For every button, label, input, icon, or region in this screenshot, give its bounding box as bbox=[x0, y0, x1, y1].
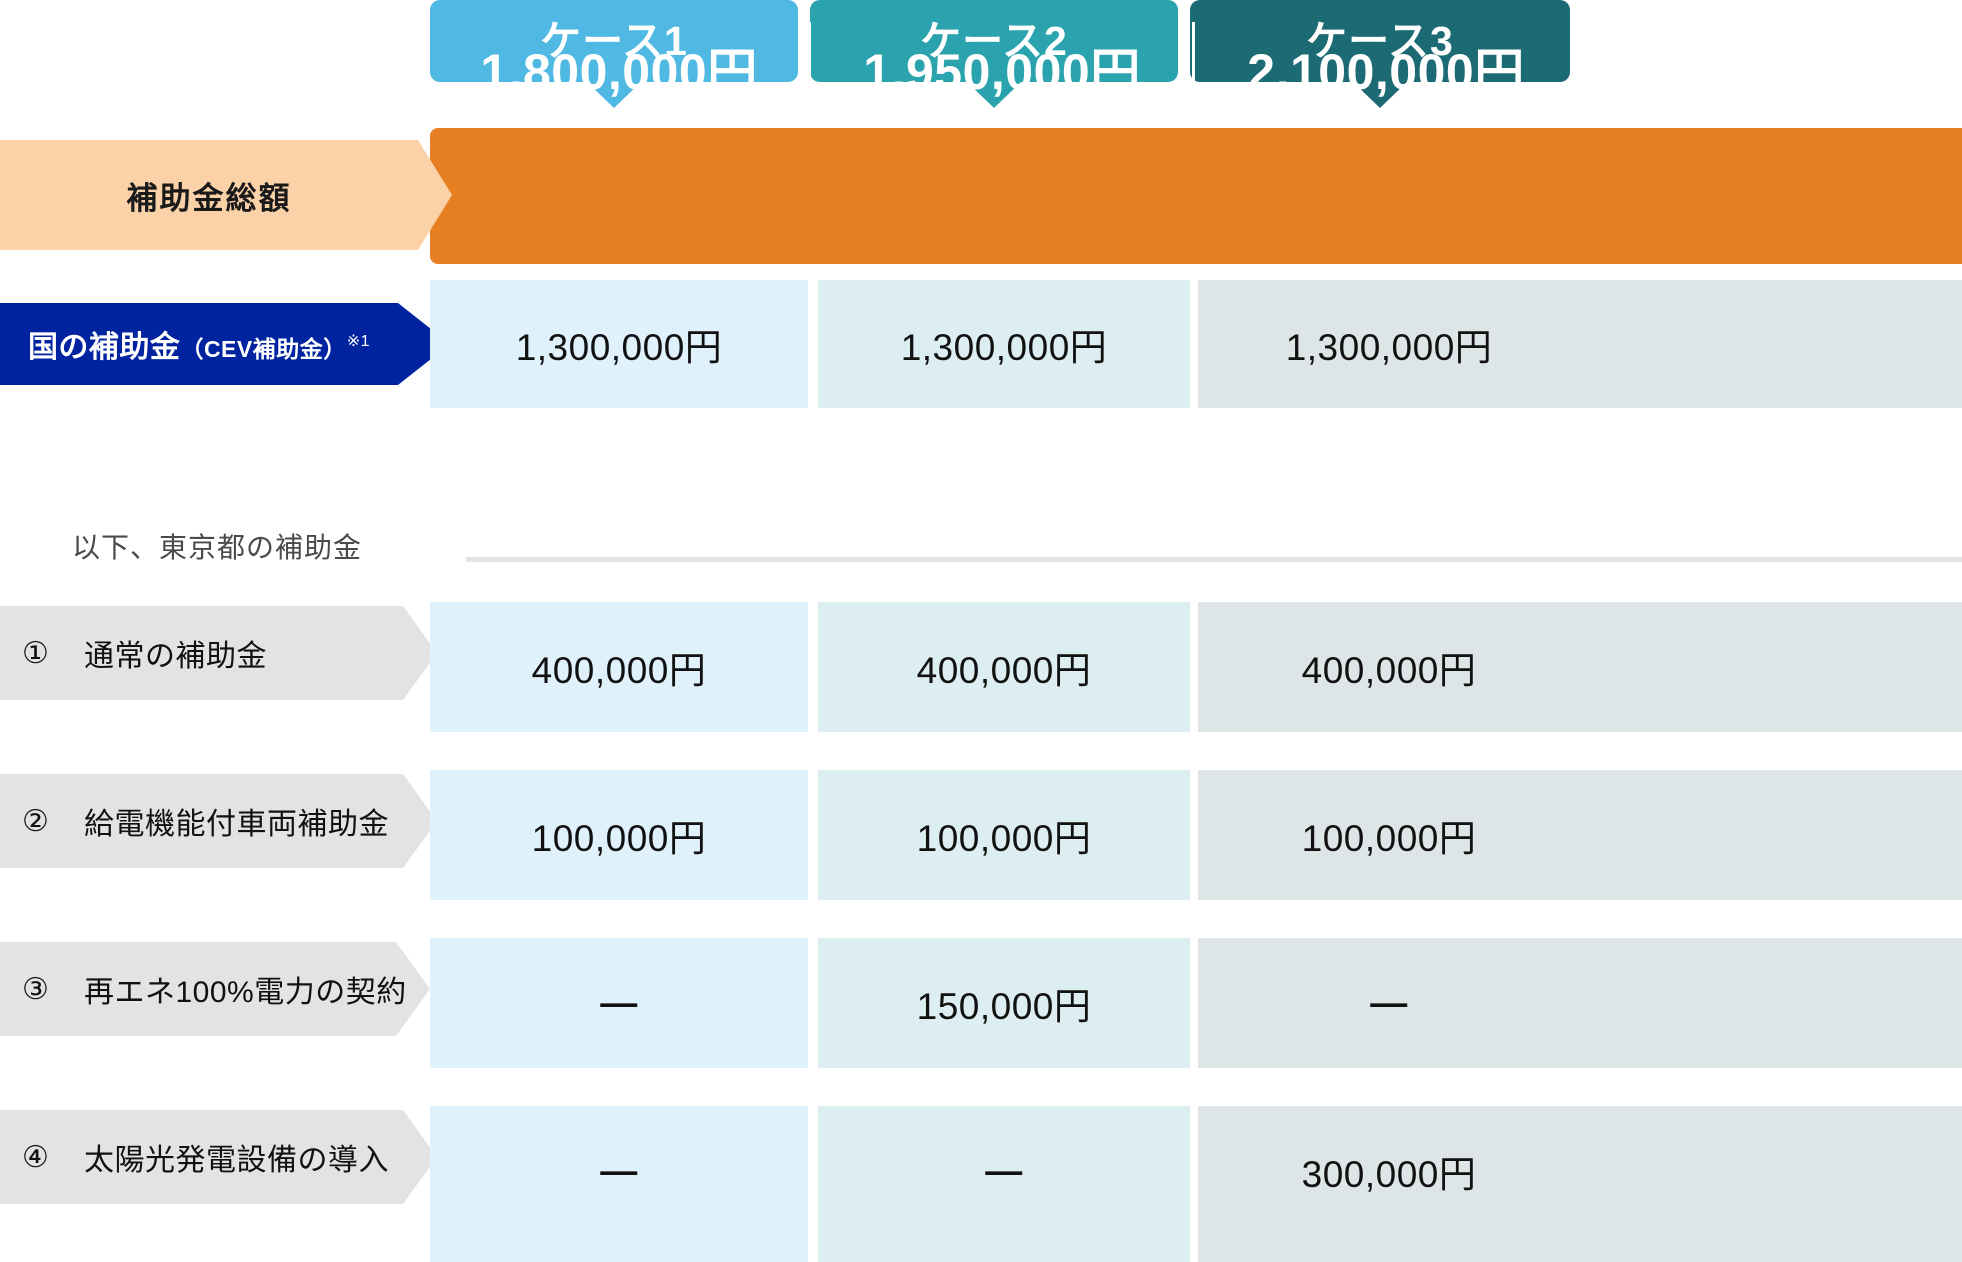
national-label-note: ※1 bbox=[346, 333, 371, 350]
item2-value-case1: 100,000円 bbox=[430, 770, 808, 900]
item2-value-case2: 100,000円 bbox=[818, 770, 1190, 900]
total-value-case2-text: 1,950,000円 bbox=[863, 44, 1141, 100]
item2-value-case3: 100,000円 bbox=[1198, 770, 1962, 900]
item-text-1: 通常の補助金 bbox=[84, 640, 267, 673]
item4-value-case3: 300,000円 bbox=[1198, 1106, 1962, 1262]
national-label-sub: （CEV補助金） bbox=[180, 336, 347, 362]
total-value-case1: 1,800,000円 bbox=[430, 0, 808, 136]
item-label-4: ④ 太陽光発電設備の導入 bbox=[0, 1110, 437, 1204]
tokyo-subsidy-note: 以下、東京都の補助金 bbox=[72, 532, 363, 563]
item2-value-case1-text: 100,000円 bbox=[531, 818, 707, 859]
case-tab-3-pointer bbox=[1353, 82, 1407, 108]
item-number-2: ② bbox=[22, 804, 49, 838]
item3-value-case3: — bbox=[1198, 938, 1962, 1068]
item4-value-case3-text: 300,000円 bbox=[1301, 1154, 1477, 1195]
total-value-case1-text: 1,800,000円 bbox=[480, 44, 758, 100]
case-tab-3-label: ケース3 bbox=[1306, 17, 1454, 64]
tokyo-note-divider bbox=[466, 557, 1962, 562]
item1-value-case1: 400,000円 bbox=[430, 602, 808, 732]
item2-value-case2-text: 100,000円 bbox=[916, 818, 1092, 859]
item4-value-case1-text: — bbox=[600, 1150, 638, 1191]
item3-value-case1-text: — bbox=[600, 982, 638, 1023]
case-tab-2-pointer bbox=[967, 82, 1021, 108]
item1-value-case3-text: 400,000円 bbox=[1301, 650, 1477, 691]
total-row-band bbox=[430, 128, 1962, 264]
item4-value-case1: — bbox=[430, 1106, 808, 1262]
national-value-case3-text: 1,300,000円 bbox=[1285, 327, 1493, 368]
item3-value-case1: — bbox=[430, 938, 808, 1068]
national-value-case1: 1,300,000円 bbox=[430, 280, 808, 408]
item3-value-case2-text: 150,000円 bbox=[916, 986, 1092, 1027]
item-number-1: ① bbox=[22, 636, 49, 670]
item-text-4: 太陽光発電設備の導入 bbox=[84, 1144, 389, 1177]
case-tab-2[interactable]: ケース2 bbox=[810, 0, 1178, 82]
item2-value-case3-text: 100,000円 bbox=[1301, 818, 1477, 859]
item-label-2: ② 給電機能付車両補助金 bbox=[0, 774, 437, 868]
total-divider-2 bbox=[1192, 22, 1195, 114]
item1-value-case1-text: 400,000円 bbox=[531, 650, 707, 691]
case-tab-3[interactable]: ケース3 bbox=[1190, 0, 1570, 82]
case-tab-1-pointer bbox=[587, 82, 641, 108]
case-tab-1[interactable]: ケース1 bbox=[430, 0, 798, 82]
case-tab-2-label: ケース2 bbox=[920, 17, 1068, 64]
total-value-case3-text: 2,100,000円 bbox=[1247, 44, 1525, 100]
item-text-2: 給電機能付車両補助金 bbox=[84, 808, 389, 841]
total-divider-1 bbox=[808, 22, 811, 114]
item1-value-case2-text: 400,000円 bbox=[916, 650, 1092, 691]
national-value-case3: 1,300,000円 bbox=[1198, 280, 1962, 408]
item3-value-case2: 150,000円 bbox=[818, 938, 1190, 1068]
item-label-3: ③ 再エネ100%電力の契約 bbox=[0, 942, 430, 1036]
national-value-case2: 1,300,000円 bbox=[818, 280, 1190, 408]
item-label-1: ① 通常の補助金 bbox=[0, 606, 437, 700]
item-text-3: 再エネ100%電力の契約 bbox=[84, 976, 407, 1009]
national-value-case2-text: 1,300,000円 bbox=[900, 327, 1108, 368]
total-row-label-text: 補助金総額 bbox=[126, 180, 292, 216]
item4-value-case2-text: — bbox=[985, 1150, 1023, 1191]
total-row-label: 補助金総額 bbox=[0, 140, 452, 250]
item3-value-case3-text: — bbox=[1370, 982, 1408, 1023]
national-subsidy-label-text: 国の補助金（CEV補助金）※1 bbox=[28, 322, 370, 366]
item4-value-case2: — bbox=[818, 1106, 1190, 1262]
case-tab-1-label: ケース1 bbox=[540, 17, 688, 64]
national-value-case1-text: 1,300,000円 bbox=[515, 327, 723, 368]
item1-value-case2: 400,000円 bbox=[818, 602, 1190, 732]
national-subsidy-label: 国の補助金（CEV補助金）※1 bbox=[0, 303, 450, 385]
total-value-case3: 2,100,000円 bbox=[1196, 0, 1576, 136]
item1-value-case3: 400,000円 bbox=[1198, 602, 1962, 732]
item-number-4: ④ bbox=[22, 1140, 49, 1174]
total-value-case2: 1,950,000円 bbox=[812, 0, 1192, 136]
item-number-3: ③ bbox=[22, 972, 49, 1006]
national-label-main: 国の補助金 bbox=[27, 331, 181, 364]
